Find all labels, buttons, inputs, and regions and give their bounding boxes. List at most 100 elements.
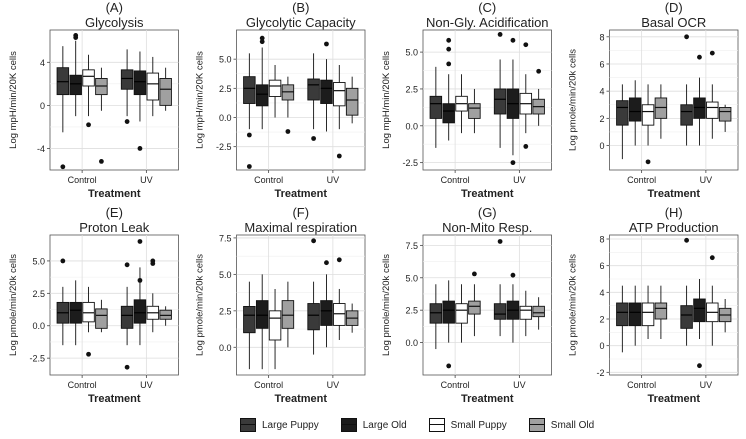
box-iqr [616,302,629,327]
box-large-puppy-uv [680,34,693,146]
box-iqr [95,308,108,329]
y-axis-label: Log pmole/min/20k cells [568,254,579,356]
box-small-old-control [281,281,295,348]
box-small-puppy-control [641,84,655,165]
outlier-point [285,129,291,134]
box-large-puppy-control [616,285,629,353]
chart-title: Non-Gly. Acidification [426,15,549,30]
y-tick-label: 7.5 [219,233,232,243]
outlier-point [446,46,452,52]
y-tick-label: 2.5 [405,306,418,316]
box-iqr [159,309,172,320]
box-small-puppy-uv [519,290,533,337]
legend-label-large-old: Large Old [362,419,407,431]
plot-area [49,234,179,376]
box-large-old-uv [506,272,520,343]
box-iqr [133,299,147,324]
box-iqr [159,78,172,106]
box-small-puppy-control [268,288,282,370]
panel-letter: (H) [665,205,683,220]
box-small-old-uv [159,67,172,111]
y-tick-label: 2.5 [219,84,232,94]
box-iqr [255,300,269,329]
box-iqr [333,82,346,107]
chart-title: Maximal respiration [244,220,357,235]
legend-item: Small Puppy [428,418,507,432]
box-iqr [628,97,642,122]
box-large-old-uv [320,41,333,132]
x-axis-label: Treatment [461,393,514,405]
box-large-puppy-uv [680,237,693,346]
outlier-point [709,255,715,261]
box-iqr [641,104,655,126]
box-iqr [442,300,455,324]
x-tick-label-control: Control [254,175,283,185]
legend: Large Puppy Large Old Small Puppy Small … [240,418,594,432]
legend-label-small-puppy: Small Puppy [450,419,507,431]
box-small-puppy-control [455,74,468,134]
outlier-point [510,37,516,43]
outlier-point [86,122,91,128]
box-iqr [243,76,256,104]
outlier-point [336,153,342,159]
box-large-puppy-uv [120,262,134,370]
outlier-point [137,146,143,151]
y-tick-label: 5.0 [405,273,418,283]
box-large-old-uv [320,260,333,348]
panel-letter: (C) [478,0,496,15]
y-tick-label: 0.0 [32,321,45,331]
y-tick-label: 4 [599,288,604,298]
box-large-old-control [442,37,455,141]
x-axis-label: Treatment [647,393,700,405]
box-iqr [243,306,256,334]
chart-panel-5: (E)Proton Leak -2.5 0.0 2.5 5.0 Control UV Trea… [8,205,179,405]
outlier-point [150,261,156,266]
legend-swatch-small-puppy [428,418,445,432]
legend-label-small-old: Small Old [550,419,595,431]
outlier-point [497,239,503,244]
box-iqr [120,305,134,329]
box-small-old-uv [532,297,545,330]
chart-title: Glycolytic Capacity [246,15,356,30]
outlier-point [259,39,265,45]
y-tick-label: 5.0 [219,55,232,65]
x-tick-label-uv: UV [327,175,340,185]
panel-letter: (E) [106,205,123,220]
outlier-point [336,257,342,263]
y-tick-label: 0.0 [219,343,232,353]
legend-item: Small Old [528,418,595,432]
outlier-point [259,35,265,41]
box-large-old-uv [693,279,706,369]
outlier-point [137,239,143,244]
box-large-puppy-uv [307,53,320,141]
box-small-old-uv [718,104,732,132]
legend-label-large-puppy: Large Puppy [262,419,319,431]
box-small-old-control [654,84,668,139]
box-iqr [468,300,481,315]
plot-area [49,29,179,171]
x-tick-label-control: Control [68,380,97,390]
box-large-old-control [628,80,642,146]
panel-letter: (G) [478,205,497,220]
y-tick-label: 0 [40,101,45,111]
panel-letter: (F) [292,205,309,220]
box-small-old-uv [345,76,359,124]
box-iqr [616,100,629,126]
outlier-point [523,42,529,48]
box-iqr [654,97,668,119]
box-large-puppy-control [429,66,443,148]
chart-panel-3: (C)Non-Gly. Acidification -2.5 0.0 2.5 5.0 Co… [381,0,552,200]
y-tick-label: 8 [599,32,604,42]
box-iqr [345,87,359,116]
box-small-puppy-uv [333,257,346,340]
outlier-point [99,158,104,164]
outlier-point [497,32,503,37]
box-iqr [429,303,443,324]
box-large-puppy-control [56,46,70,170]
legend-swatch-small-old [528,418,545,432]
box-iqr [133,70,147,96]
y-axis-label: Log pmole/min/20k cells [568,49,579,151]
legend-swatch-large-old [340,418,357,432]
box-iqr [706,101,719,119]
box-large-puppy-uv [307,238,320,355]
